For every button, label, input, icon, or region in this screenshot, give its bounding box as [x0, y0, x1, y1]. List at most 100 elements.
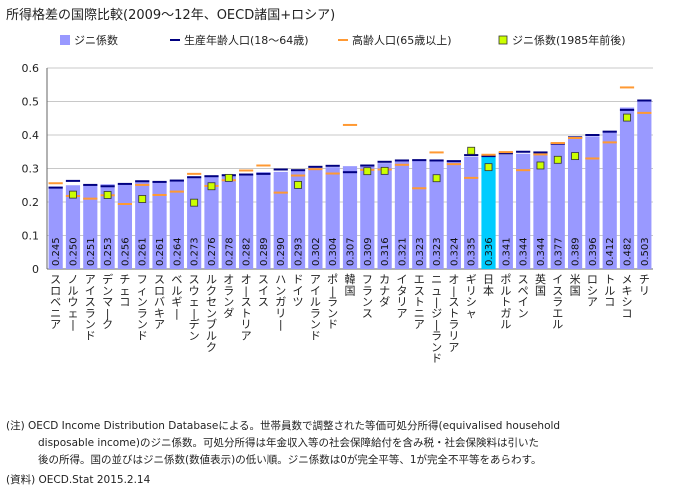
gini-bar: [221, 175, 236, 269]
gini-value-label: 0.289: [259, 237, 270, 266]
gini-value-label: 0.323: [415, 237, 426, 266]
x-tick-label: フィンランド: [137, 273, 148, 343]
gini-1985-marker: [536, 161, 545, 170]
gini-value-label: 0.321: [397, 237, 408, 266]
gini-1985-marker: [138, 195, 147, 203]
x-tick-label: 日本: [483, 273, 494, 297]
gini-value-label: 0.245: [51, 237, 62, 266]
gini-bar: [498, 154, 513, 269]
gini-bar: [567, 138, 583, 269]
x-tick-label: ポルトガル: [500, 273, 511, 331]
gini-bar: [273, 171, 288, 269]
gini-bar: [585, 136, 600, 269]
y-tick-label: 0.5: [22, 96, 40, 109]
x-tick-label: ルクセンブルク: [206, 273, 217, 354]
gini-value-label: 0.316: [380, 237, 391, 266]
gini-bar: [533, 153, 548, 269]
gini-1985-marker: [103, 191, 112, 199]
gini-value-label: 0.293: [294, 237, 305, 266]
x-tick-label: オ|ストリア: [241, 273, 252, 343]
legend-label: ジニ係数(1985年前後): [512, 33, 626, 47]
x-tick-label: ドイツ: [293, 273, 304, 309]
page-title: 所得格差の国際比較(2009〜12年、OECD諸国+ロシア): [6, 8, 336, 23]
gini-bar: [256, 172, 271, 269]
x-tick-label: オランダ: [223, 273, 234, 320]
gini-value-label: 0.412: [605, 237, 616, 266]
gini-chart: 0.245 0.250 0.251 0.253 0.256 0.261 0.261 0.264…: [0, 30, 680, 415]
gini-value-label: 0.344: [536, 237, 547, 266]
y-tick-label: 0.1: [22, 230, 40, 243]
gini-value-label: 0.251: [86, 237, 97, 266]
note-line-3: 後の所得。国の並びはジニ係数(数値表示)の低い順。ジニ係数は0が完全平等、1が完…: [38, 454, 542, 466]
gini-1985-marker: [553, 155, 562, 164]
x-tick-label: メキシコ: [622, 273, 633, 320]
gini-bar: [464, 156, 479, 269]
x-tick-label: ロシア: [587, 273, 598, 309]
x-tick-label: ギリシャ: [466, 273, 477, 320]
gini-1985-marker: [380, 166, 389, 175]
x-tick-label: ノルウェ|: [67, 273, 78, 331]
gini-bar: [325, 167, 340, 269]
x-tick-label: デンマ|ク: [102, 272, 113, 331]
gini-value-label: 0.261: [138, 237, 149, 266]
gini-1985-marker: [363, 167, 372, 176]
gini-value-label: 0.389: [571, 237, 582, 266]
y-axis: 0 0.1 0.2 0.3 0.4 0.5 0.6: [22, 62, 48, 276]
x-tick-label: アイルランド: [310, 273, 321, 343]
gini-1985-marker: [484, 163, 493, 172]
gini-value-label: 0.309: [363, 237, 374, 266]
gini-bar: [446, 160, 461, 269]
x-tick-label: 米国: [570, 273, 581, 297]
gini-value-label: 0.250: [68, 237, 79, 266]
y-tick-label: 0: [32, 263, 39, 276]
gini-1985-marker: [207, 182, 216, 191]
gini-value-label: 0.482: [623, 237, 634, 266]
note-line-2: disposable income)のジニ係数。可処分所得は年金収入等の社会保障…: [38, 437, 539, 449]
bar-series: 0.245 0.250 0.251 0.253 0.256 0.261 0.261 0.264…: [48, 100, 652, 270]
gini-value-label: 0.324: [449, 237, 460, 266]
x-tick-label: 韓国: [345, 273, 356, 297]
gini-bar: [48, 186, 63, 269]
legend-label: 生産年齢人口(18〜64歳): [184, 33, 309, 47]
gini-value-label: 0.304: [328, 237, 339, 266]
x-tick-label: スロバキア: [154, 273, 165, 331]
gini-bar: [516, 153, 531, 269]
y-tick-label: 0.2: [22, 196, 40, 209]
gini-bar: [83, 184, 98, 269]
gini-bar: [619, 107, 635, 269]
gini-value-label: 0.307: [346, 237, 357, 266]
x-tick-label: スイス: [258, 273, 269, 309]
legend-label: 高齢人口(65歳以上): [352, 33, 452, 47]
gini-value-label: 0.278: [224, 237, 235, 266]
gini-bar: [481, 156, 496, 269]
y-tick-label: 0.6: [22, 62, 40, 75]
gini-value-label: 0.253: [103, 237, 114, 266]
gini-1985-marker: [224, 173, 233, 182]
gini-value-label: 0.503: [640, 237, 651, 266]
gini-1985-marker: [467, 146, 476, 155]
x-tick-label: オ|ストラリア: [448, 273, 459, 354]
gini-value-label: 0.282: [242, 237, 253, 266]
gini-value-label: 0.273: [190, 237, 201, 266]
x-tick-label: カナダ: [379, 273, 390, 309]
gini-value-label: 0.344: [519, 237, 530, 266]
x-tick-label: スウェ|デン: [189, 273, 200, 343]
gini-value-label: 0.302: [311, 237, 322, 266]
gini-bar: [204, 176, 219, 269]
gini-bar: [377, 163, 392, 269]
y-tick-label: 0.3: [22, 163, 40, 176]
gini-bar: [308, 167, 323, 269]
gini-value-label: 0.264: [172, 237, 183, 266]
gini-value-label: 0.335: [467, 237, 478, 266]
x-tick-label: ハンガリ|: [275, 273, 286, 331]
x-tick-label: スロベニア: [50, 273, 61, 331]
x-tick-label: ニュ|ジ|ランド: [431, 273, 442, 365]
x-tick-label: ポ|ランド: [327, 273, 338, 331]
gini-1985-marker: [294, 181, 302, 189]
x-tick-label: アイスランド: [85, 273, 96, 343]
x-tick-label: イタリア: [396, 273, 407, 320]
gini-1985-marker: [190, 198, 199, 207]
x-tick-label: 英国: [535, 272, 546, 297]
gini-value-label: 0.396: [588, 237, 599, 266]
